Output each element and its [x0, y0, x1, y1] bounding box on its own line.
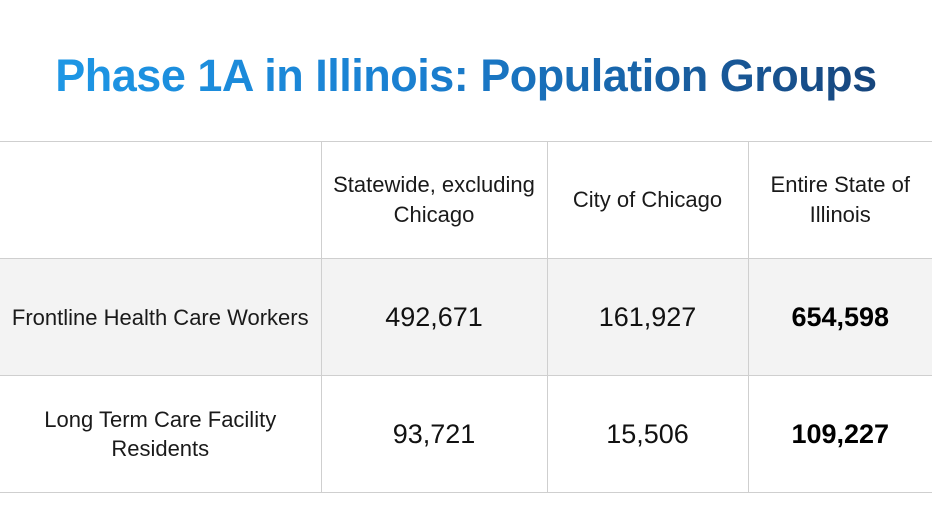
row-label: Long Term Care Facility Residents: [0, 375, 322, 493]
column-header-entire-state: Entire State of Illinois: [747, 141, 932, 259]
table-header-row: Statewide, excluding Chicago City of Chi…: [0, 141, 932, 259]
row-label: Frontline Health Care Workers: [0, 258, 322, 376]
statewide-value: 492,671: [320, 258, 548, 376]
page-title: Phase 1A in Illinois: Population Groups: [0, 46, 932, 106]
table-row: Frontline Health Care Workers 492,671 16…: [0, 258, 932, 376]
column-header-statewide: Statewide, excluding Chicago: [320, 141, 548, 259]
statewide-value: 93,721: [320, 375, 548, 493]
entire-state-value: 109,227: [747, 375, 932, 493]
table-row: Long Term Care Facility Residents 93,721…: [0, 375, 932, 493]
entire-state-value: 654,598: [747, 258, 932, 376]
chicago-value: 161,927: [546, 258, 749, 376]
chicago-value: 15,506: [546, 375, 749, 493]
column-header-chicago: City of Chicago: [546, 141, 749, 259]
population-table: Statewide, excluding Chicago City of Chi…: [0, 141, 932, 493]
column-header-empty: [0, 141, 322, 259]
